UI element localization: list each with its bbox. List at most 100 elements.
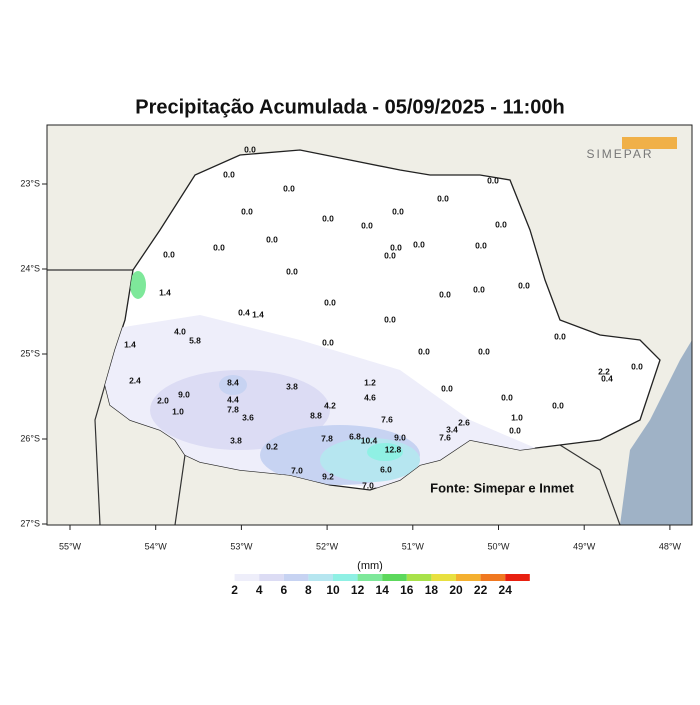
station-value: 2.6 [458, 417, 470, 427]
legend-label: 18 [425, 583, 439, 597]
precip-field [105, 271, 540, 490]
legend-label: 12 [351, 583, 365, 597]
legend-swatch [333, 574, 358, 581]
station-value: 7.6 [439, 432, 451, 442]
legend-unit: (mm) [357, 560, 383, 572]
station-value: 0.0 [223, 169, 235, 179]
legend-swatch [431, 574, 456, 581]
source: Fonte: Simepar e Inmet [430, 480, 574, 495]
logo-mark [622, 137, 677, 149]
station-value: 3.4 [446, 424, 458, 434]
station-value: 1.2 [364, 377, 376, 387]
legend-swatch [259, 574, 284, 581]
station-value: 7.0 [362, 480, 374, 490]
station-value: 0.0 [384, 314, 396, 324]
legend-swatch [406, 574, 432, 581]
legend-label: 8 [305, 583, 312, 597]
lat-label: 25°S [20, 348, 40, 358]
lon-label: 49°W [573, 541, 596, 551]
lon-label: 50°W [487, 541, 510, 551]
station-value: 7.6 [381, 414, 393, 424]
station-value: 0.4 [601, 373, 613, 383]
station-value: 0.0 [631, 361, 643, 371]
lat-label: 27°S [20, 518, 40, 528]
station-value: 7.8 [321, 433, 333, 443]
station-value: 2.2 [598, 366, 610, 376]
station-value: 0.0 [509, 425, 521, 435]
lon-label: 48°W [659, 541, 682, 551]
station-value: 0.0 [322, 213, 334, 223]
station-value: 2.4 [129, 375, 141, 385]
station-value: 10.4 [361, 435, 378, 445]
legend-label: 10 [326, 583, 340, 597]
lon-label: 53°W [230, 541, 253, 551]
station-value: 9.0 [394, 432, 406, 442]
station-value: 0.0 [554, 331, 566, 341]
station-value: 0.0 [413, 239, 425, 249]
station-value: 1.0 [172, 406, 184, 416]
legend-label: 16 [400, 583, 414, 597]
lon-label: 52°W [316, 541, 339, 551]
legend-label: 22 [474, 583, 488, 597]
station-value: 1.0 [511, 412, 523, 422]
station-value: 0.0 [487, 175, 499, 185]
legend-label: 2 [231, 583, 238, 597]
legend-swatch [210, 574, 235, 581]
frame [46, 124, 693, 526]
legend-swatch [283, 574, 309, 581]
lon-label: 54°W [145, 541, 168, 551]
station-value: 4.4 [227, 394, 239, 404]
lon-label: 55°W [59, 541, 82, 551]
station-value: 7.8 [227, 404, 239, 414]
legend-label: 4 [256, 583, 263, 597]
station-value: 3.6 [242, 412, 254, 422]
legend-swatch [234, 574, 260, 581]
logo: SIMEPAR [586, 147, 653, 161]
lon-label: 51°W [402, 541, 425, 551]
station-value: 1.4 [252, 309, 264, 319]
station-value: 4.0 [174, 326, 186, 336]
station-value: 0.0 [390, 242, 402, 252]
lat-label: 26°S [20, 433, 40, 443]
station-value: 8.8 [310, 410, 322, 420]
lat-label: 23°S [20, 178, 40, 188]
lat-label: 24°S [20, 263, 40, 273]
station-value: 4.2 [324, 400, 336, 410]
station-value: 0.0 [213, 242, 225, 252]
borders [47, 269, 621, 526]
station-value: 0.0 [361, 220, 373, 230]
legend-swatch [456, 574, 481, 581]
station-value: 0.0 [501, 392, 513, 402]
station-value: 0.0 [437, 193, 449, 203]
station-value: 0.0 [552, 400, 564, 410]
station-value: 0.0 [286, 266, 298, 276]
legend-swatch [480, 574, 506, 581]
legend-swatch [382, 574, 407, 581]
station-value: 0.0 [392, 206, 404, 216]
station-value: 0.2 [266, 441, 278, 451]
station-value: 0.0 [244, 144, 256, 154]
station-value: 0.0 [475, 240, 487, 250]
station-value: 3.8 [286, 381, 298, 391]
station-value: 0.0 [324, 297, 336, 307]
legend-label: 24 [499, 583, 513, 597]
station-value: 6.8 [349, 431, 361, 441]
legend-swatch [308, 574, 333, 581]
legend-label: 6 [280, 583, 287, 597]
station-value: 0.4 [238, 307, 250, 317]
station-value: 0.0 [473, 284, 485, 294]
legend-label: 20 [449, 583, 463, 597]
station-value: 0.0 [439, 289, 451, 299]
legend-label: 14 [376, 583, 390, 597]
legend-swatch [357, 574, 383, 581]
station-value: 2.0 [157, 395, 169, 405]
station-value: 9.0 [178, 389, 190, 399]
station-value: 0.0 [441, 383, 453, 393]
station-value: 0.0 [418, 346, 430, 356]
station-value: 6.0 [380, 464, 392, 474]
map-frame: SIMEPAR Fonte: Simepar e Inmet (mm) [46, 124, 693, 572]
station-value: 0.0 [495, 219, 507, 229]
station-value: 0.0 [322, 337, 334, 347]
station-value: 5.8 [189, 335, 201, 345]
